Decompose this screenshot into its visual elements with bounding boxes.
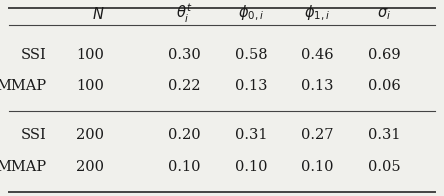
- Text: 0.27: 0.27: [301, 128, 334, 142]
- Text: 200: 200: [76, 128, 104, 142]
- Text: 0.20: 0.20: [168, 128, 201, 142]
- Text: 200: 200: [76, 160, 104, 174]
- Text: $\phi_{0,i}$: $\phi_{0,i}$: [238, 4, 264, 23]
- Text: $\theta_i^t$: $\theta_i^t$: [176, 2, 193, 25]
- Text: 0.69: 0.69: [368, 48, 400, 62]
- Text: 0.10: 0.10: [234, 160, 267, 174]
- Text: 0.46: 0.46: [301, 48, 334, 62]
- Text: 0.10: 0.10: [168, 160, 201, 174]
- Text: $\sigma_i$: $\sigma_i$: [377, 6, 391, 22]
- Text: MMAP: MMAP: [0, 160, 47, 174]
- Text: 0.30: 0.30: [168, 48, 201, 62]
- Text: SSI: SSI: [21, 48, 47, 62]
- Text: 0.31: 0.31: [234, 128, 267, 142]
- Text: MMAP: MMAP: [0, 79, 47, 93]
- Text: 0.05: 0.05: [368, 160, 400, 174]
- Text: 100: 100: [76, 79, 104, 93]
- Text: 0.10: 0.10: [301, 160, 334, 174]
- Text: 0.13: 0.13: [234, 79, 267, 93]
- Text: 0.58: 0.58: [234, 48, 267, 62]
- Text: $N$: $N$: [92, 6, 104, 22]
- Text: 0.06: 0.06: [368, 79, 400, 93]
- Text: $\phi_{1,i}$: $\phi_{1,i}$: [304, 4, 331, 23]
- Text: SSI: SSI: [21, 128, 47, 142]
- Text: 0.13: 0.13: [301, 79, 334, 93]
- Text: 0.31: 0.31: [368, 128, 400, 142]
- Text: 0.22: 0.22: [168, 79, 201, 93]
- Text: 100: 100: [76, 48, 104, 62]
